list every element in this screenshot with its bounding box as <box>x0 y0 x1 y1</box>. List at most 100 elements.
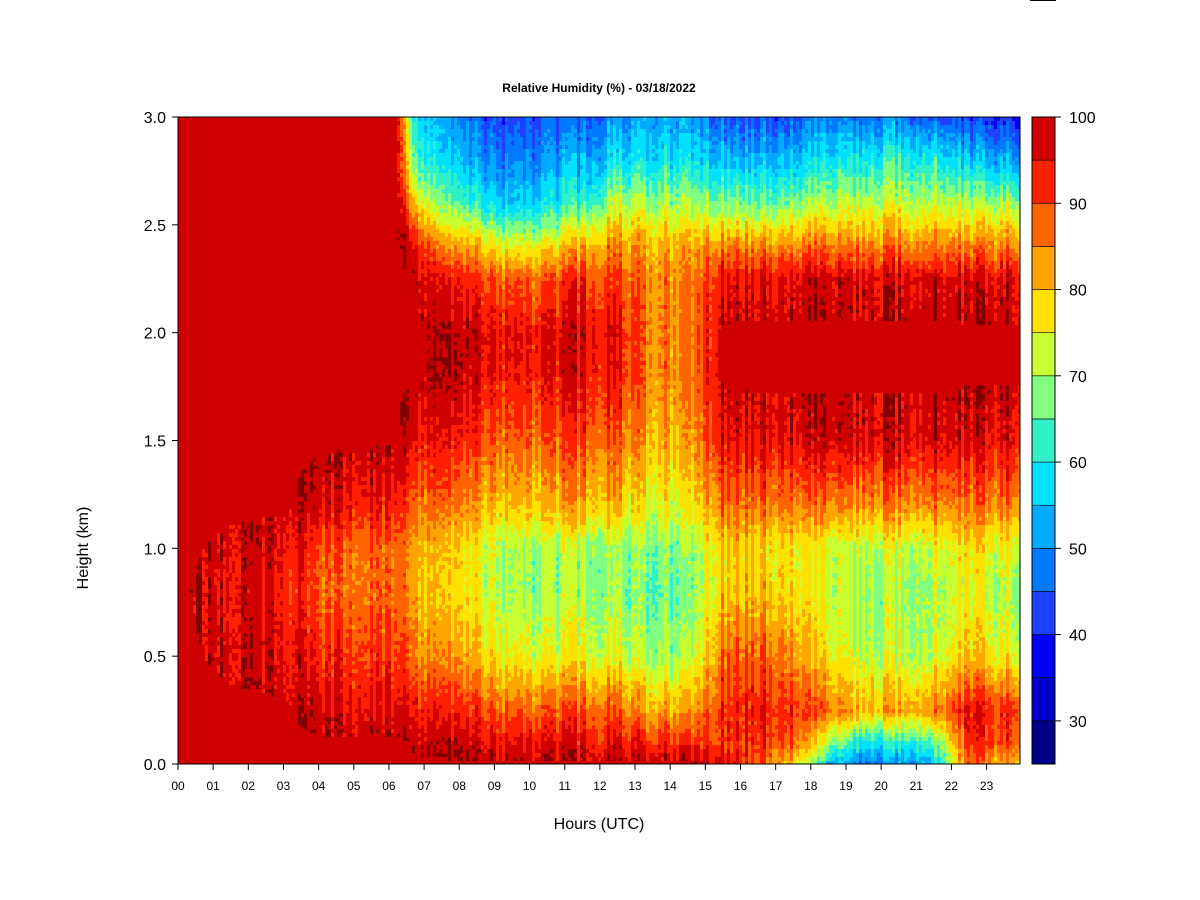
heatmap-cell <box>208 181 211 186</box>
heatmap-cell <box>187 209 190 214</box>
heatmap-cell <box>202 673 205 678</box>
heatmap-cell <box>214 417 217 422</box>
heatmap-cell <box>229 641 232 646</box>
heatmap-cell <box>190 645 193 650</box>
heatmap-cell <box>187 265 190 270</box>
heatmap-cell <box>208 729 211 734</box>
heatmap-cell <box>220 701 223 706</box>
heatmap-cell <box>190 585 193 590</box>
heatmap-cell <box>220 125 223 130</box>
heatmap-cell <box>193 537 196 542</box>
heatmap-cell <box>214 193 217 198</box>
heatmap-cell <box>190 385 193 390</box>
heatmap-cell <box>208 413 211 418</box>
heatmap-cell <box>208 369 211 374</box>
heatmap-cell <box>217 745 220 750</box>
heatmap-cell <box>205 125 208 130</box>
heatmap-cell <box>202 713 205 718</box>
heatmap-cell <box>199 685 202 690</box>
heatmap-cell <box>223 461 226 466</box>
heatmap-cell <box>199 649 202 654</box>
heatmap-cell <box>217 133 220 138</box>
heatmap-cell <box>199 325 202 330</box>
heatmap-column <box>211 117 214 765</box>
heatmap-cell <box>214 473 217 478</box>
heatmap-cell <box>232 629 235 634</box>
heatmap-cell <box>217 205 220 210</box>
heatmap-cell <box>199 257 202 262</box>
heatmap-column <box>217 117 220 765</box>
heatmap-cell <box>226 329 229 334</box>
heatmap-cell <box>229 477 232 482</box>
heatmap-cell <box>211 281 214 286</box>
heatmap-cell <box>190 357 193 362</box>
heatmap-cell <box>184 677 187 682</box>
heatmap-cell <box>199 653 202 658</box>
heatmap-cell <box>217 173 220 178</box>
heatmap-cell <box>202 749 205 754</box>
heatmap-cell <box>217 577 220 582</box>
heatmap-cell <box>196 717 199 722</box>
heatmap-cell <box>181 577 184 582</box>
heatmap-cell <box>184 577 187 582</box>
heatmap-cell <box>208 525 211 530</box>
heatmap-cell <box>229 437 232 442</box>
heatmap-cell <box>223 561 226 566</box>
heatmap-cell <box>205 545 208 550</box>
heatmap-cell <box>211 149 214 154</box>
heatmap-cell <box>220 249 223 254</box>
heatmap-cell <box>217 469 220 474</box>
heatmap-cell <box>187 253 190 258</box>
heatmap-cell <box>181 389 184 394</box>
heatmap-cell <box>217 349 220 354</box>
heatmap-cell <box>202 257 205 262</box>
heatmap-cell <box>232 461 235 466</box>
heatmap-cell <box>223 601 226 606</box>
heatmap-cell <box>214 677 217 682</box>
heatmap-cell <box>226 393 229 398</box>
heatmap-cell <box>217 753 220 758</box>
heatmap-cell <box>217 121 220 126</box>
heatmap-cell <box>232 709 235 714</box>
heatmap-cell <box>190 405 193 410</box>
heatmap-cell <box>232 417 235 422</box>
heatmap-cell <box>226 709 229 714</box>
heatmap-cell <box>229 181 232 186</box>
heatmap-cell <box>184 529 187 534</box>
heatmap-cell <box>214 717 217 722</box>
heatmap-cell <box>220 241 223 246</box>
heatmap-cell <box>220 513 223 518</box>
heatmap-cell <box>190 565 193 570</box>
heatmap-cell <box>199 341 202 346</box>
heatmap-cell <box>181 129 184 134</box>
heatmap-cell <box>193 237 196 242</box>
heatmap-cell <box>184 229 187 234</box>
heatmap-cell <box>199 497 202 502</box>
heatmap-cell <box>223 229 226 234</box>
heatmap-cell <box>214 665 217 670</box>
heatmap-cell <box>196 753 199 758</box>
heatmap-cell <box>211 569 214 574</box>
heatmap-cell <box>202 589 205 594</box>
heatmap-cell <box>196 129 199 134</box>
heatmap-cell <box>196 201 199 206</box>
heatmap-cell <box>190 125 193 130</box>
heatmap-cell <box>229 129 232 134</box>
heatmap-cell <box>187 641 190 646</box>
heatmap-cell <box>211 261 214 266</box>
heatmap-cell <box>205 145 208 150</box>
heatmap-cell <box>226 461 229 466</box>
heatmap-cell <box>232 349 235 354</box>
heatmap-cell <box>202 233 205 238</box>
heatmap-cell <box>226 513 229 518</box>
heatmap-cell <box>202 501 205 506</box>
heatmap-cell <box>190 297 193 302</box>
heatmap-cell <box>232 573 235 578</box>
heatmap-cell <box>229 497 232 502</box>
heatmap-cell <box>211 601 214 606</box>
heatmap-cell <box>223 581 226 586</box>
heatmap-cell <box>202 753 205 758</box>
heatmap-cell <box>199 489 202 494</box>
heatmap-cell <box>184 661 187 666</box>
heatmap-cell <box>229 637 232 642</box>
